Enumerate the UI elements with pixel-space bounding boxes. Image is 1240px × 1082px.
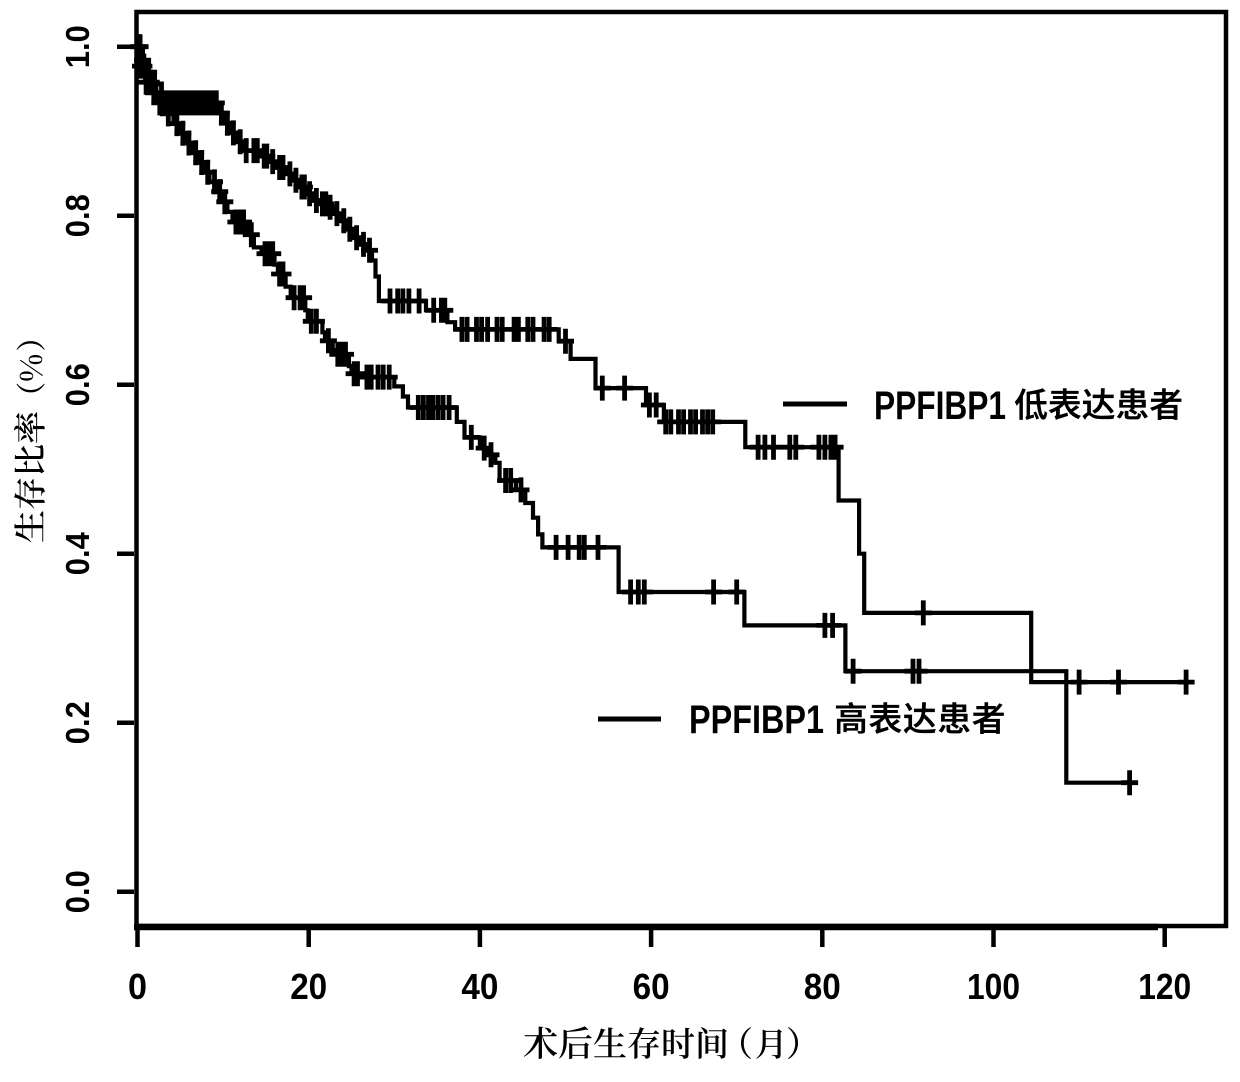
svg-text:0.2: 0.2 (60, 701, 97, 744)
svg-text:40: 40 (461, 966, 498, 1007)
svg-text:1.0: 1.0 (60, 25, 97, 68)
svg-text:80: 80 (804, 966, 841, 1007)
svg-text:PPFIBP1: PPFIBP1 (689, 698, 824, 742)
svg-text:0.0: 0.0 (60, 870, 97, 913)
svg-text:0.6: 0.6 (60, 363, 97, 406)
svg-text:PPFIBP1: PPFIBP1 (874, 384, 1006, 428)
svg-text:100: 100 (967, 966, 1020, 1007)
svg-text:120: 120 (1138, 966, 1191, 1007)
svg-text:0: 0 (128, 966, 147, 1007)
svg-text:20: 20 (290, 966, 327, 1007)
svg-text:60: 60 (633, 966, 670, 1007)
svg-text:0.4: 0.4 (60, 532, 97, 575)
svg-text:0.8: 0.8 (60, 194, 97, 237)
